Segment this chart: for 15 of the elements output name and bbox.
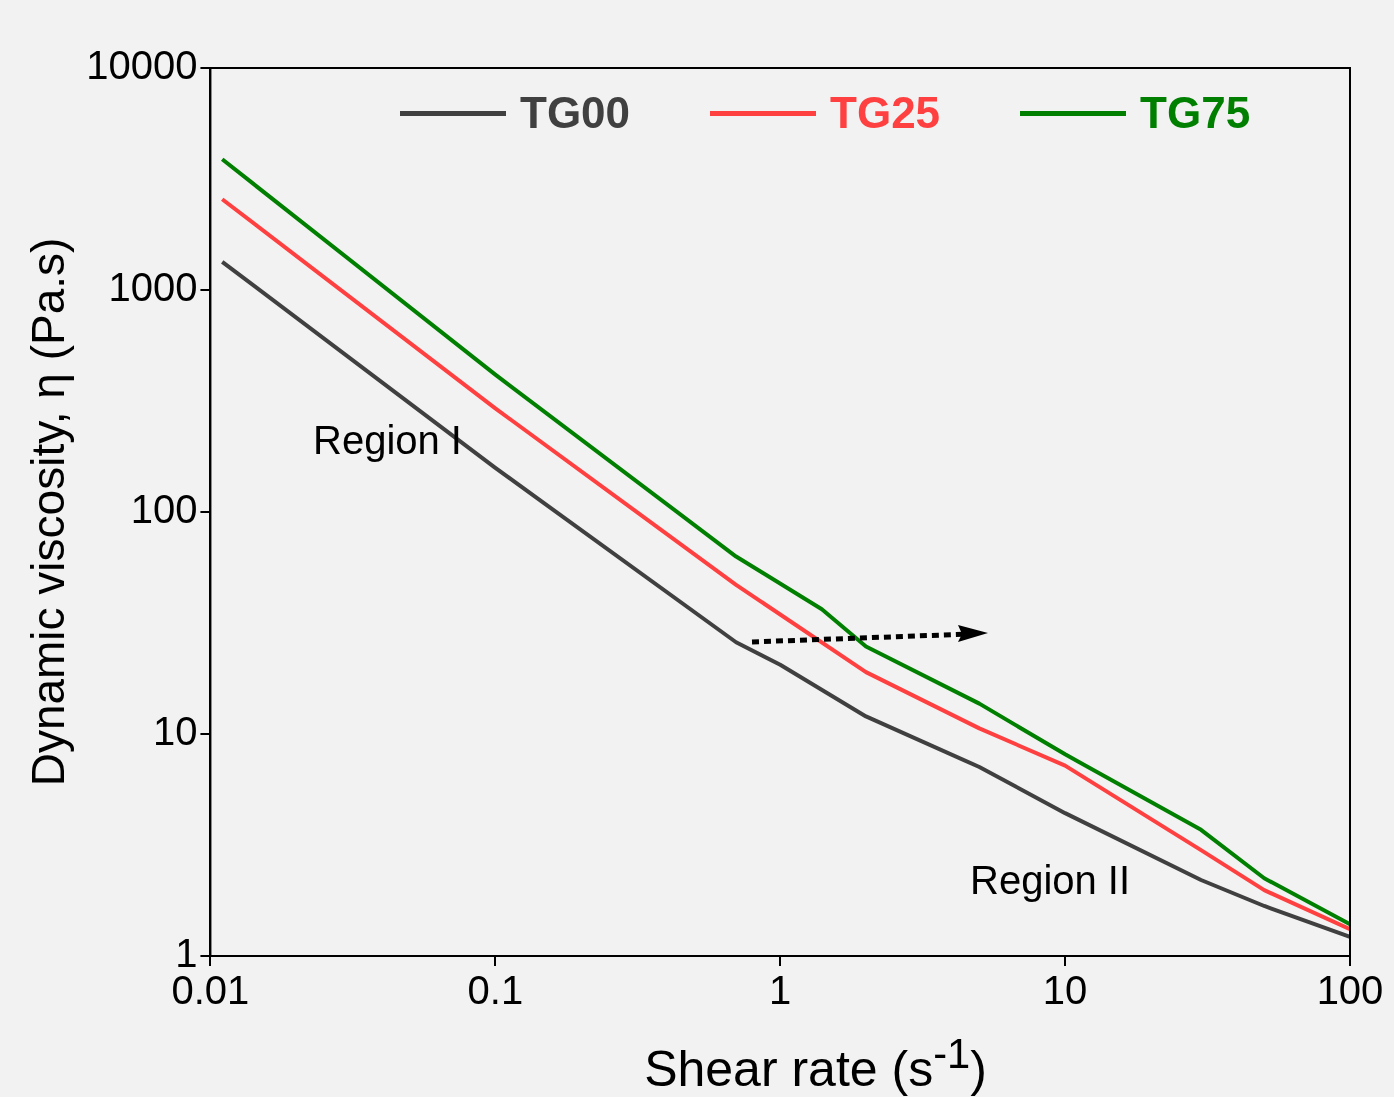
x-tick-label: 0.1 — [467, 968, 524, 1013]
annotation: Region I — [313, 418, 462, 463]
y-tick-label: 10000 — [86, 43, 198, 88]
y-tick-label: 100 — [130, 487, 198, 532]
x-tick-label: 10 — [1042, 968, 1088, 1013]
x-tick-label: 100 — [1316, 968, 1384, 1013]
annotation: Region II — [970, 858, 1131, 903]
y-tick-label: 10 — [152, 709, 198, 754]
legend-label: TG75 — [1140, 88, 1251, 138]
legend-label: TG25 — [830, 88, 941, 138]
x-tick-label: 1 — [769, 968, 792, 1013]
legend-label: TG00 — [520, 88, 631, 138]
y-axis-title: Dynamic viscosity, η (Pa.s) — [22, 237, 75, 787]
x-axis-title: Shear rate (s$^{-1}$) — [643, 1030, 988, 1097]
y-tick-label: 1000 — [108, 265, 198, 310]
